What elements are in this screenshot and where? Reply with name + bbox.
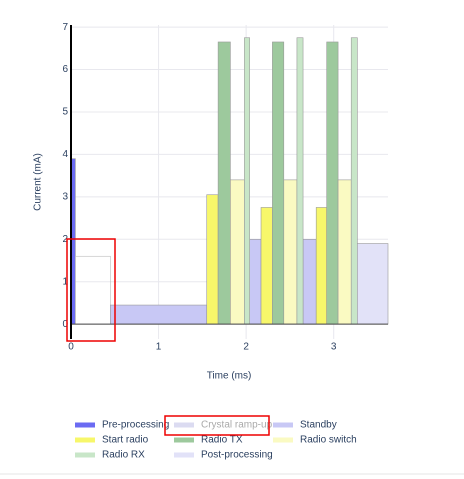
y-tick-label: 1 <box>62 276 68 287</box>
legend-label: Crystal ramp-up <box>201 420 273 431</box>
legend-label: Radio switch <box>300 435 357 446</box>
legend-label: Pre-processing <box>102 420 169 431</box>
x-tick-label: 1 <box>156 342 162 353</box>
y-tick-label: 5 <box>62 107 68 118</box>
y-tick-label: 3 <box>62 191 68 202</box>
x-tick-label: 0 <box>68 342 74 353</box>
y-tick-label: 6 <box>62 64 68 75</box>
step-segment <box>350 37 358 325</box>
x-tick-label: 3 <box>331 342 337 353</box>
legend-label: Standby <box>300 420 337 431</box>
step-segment <box>244 37 250 325</box>
legend-label: Post-processing <box>201 450 273 461</box>
step-segment <box>75 255 111 325</box>
step-segment <box>272 41 285 325</box>
step-segment <box>217 41 231 325</box>
step-segment <box>296 37 304 325</box>
legend-label: Radio TX <box>201 435 243 446</box>
highlight-box <box>164 415 270 436</box>
legend-label: Start radio <box>102 435 149 446</box>
y-tick-label: 4 <box>62 149 68 160</box>
step-segment <box>230 179 245 325</box>
step-segment <box>302 238 317 325</box>
step-segment <box>357 243 389 325</box>
step-segment <box>315 207 328 325</box>
step-segment <box>260 207 273 325</box>
legend-label: Radio RX <box>102 450 145 461</box>
step-segment <box>326 41 339 325</box>
step-segment <box>110 304 208 325</box>
axes: 0 1 2 3 4 5 6 7 0 1 2 3 <box>62 22 388 353</box>
y-tick-label: 2 <box>62 234 68 245</box>
x-tick-label: 2 <box>243 342 249 353</box>
legend: Pre-processing Crystal ramp-up Standby Star… <box>75 420 357 461</box>
y-tick-label: 7 <box>62 22 68 33</box>
plot-area <box>70 37 389 325</box>
step-segment <box>206 194 219 325</box>
y-axis-title: Current (mA) <box>33 153 44 211</box>
step-segment <box>337 179 352 325</box>
step-segment <box>283 179 298 325</box>
x-axis-title: Time (ms) <box>207 371 252 382</box>
y-tick-label: 0 <box>62 319 68 330</box>
highlight-box <box>66 238 116 342</box>
